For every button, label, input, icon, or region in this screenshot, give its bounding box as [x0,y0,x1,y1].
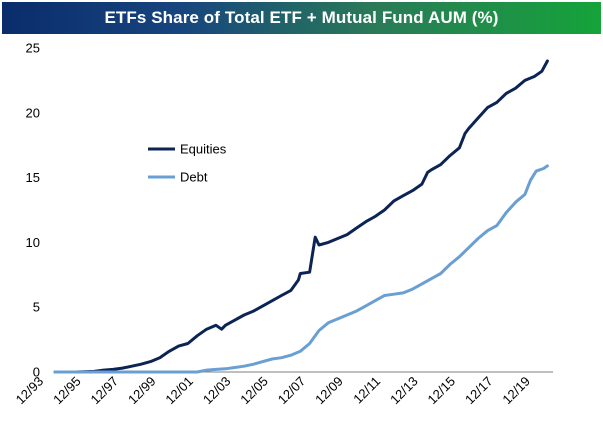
x-tick-label: 12/07 [275,374,309,408]
series-line-equities [53,59,549,374]
x-tick-label: 12/09 [312,374,346,408]
x-tick-label: 12/95 [50,374,84,408]
x-tick-label: 12/13 [387,374,421,408]
x-tick-label: 12/15 [425,374,459,408]
legend-label-equities: Equities [180,142,227,157]
x-tick-label: 12/19 [499,374,533,408]
y-tick-label: 25 [26,41,40,56]
y-tick-label: 20 [26,105,40,120]
x-tick-label: 12/05 [237,374,271,408]
y-tick-label: 0 [33,365,40,380]
x-tick-label: 12/99 [125,374,159,408]
legend-label-debt: Debt [180,170,208,185]
x-tick-label: 12/93 [13,374,47,408]
x-tick-label: 12/11 [350,374,383,407]
y-tick-label: 10 [26,235,40,250]
x-tick-label: 12/03 [200,374,234,408]
axes-layer: 0 5 10 15 20 25 12/93 12/95 12/97 12/99 12/01 12/03… [13,41,553,408]
y-tick-label: 5 [33,300,40,315]
x-tick-label: 12/17 [462,374,496,408]
legend: Equities Debt [148,142,227,185]
x-tick-label: 12/01 [162,374,196,408]
x-tick-label: 12/97 [88,374,122,408]
series-layer [53,59,549,374]
chart-title: ETFs Share of Total ETF + Mutual Fund AU… [2,2,601,34]
series-line-debt [53,164,549,374]
y-tick-label: 15 [26,170,40,185]
